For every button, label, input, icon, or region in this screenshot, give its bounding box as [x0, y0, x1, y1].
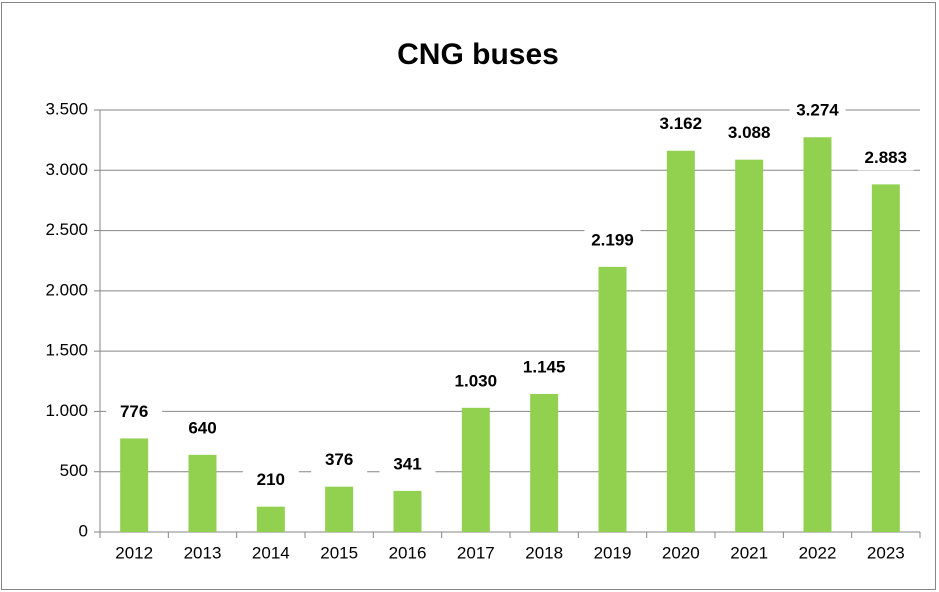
bar — [735, 159, 764, 533]
x-tick-label: 2021 — [730, 543, 768, 562]
data-label-bg — [584, 228, 641, 253]
bar — [393, 490, 422, 532]
chart-title: CNG buses — [397, 38, 559, 71]
y-tick-label: 1.000 — [45, 401, 88, 420]
data-label-bg — [857, 146, 914, 171]
y-tick-label: 2.500 — [45, 220, 88, 239]
bar — [461, 407, 490, 532]
y-tick-label: 2.000 — [45, 280, 88, 299]
y-tick-label: 3.500 — [45, 99, 88, 118]
data-label-bg — [174, 416, 231, 441]
data-label-bg — [106, 400, 163, 425]
x-tick-label: 2017 — [457, 543, 495, 562]
y-tick-label: 500 — [60, 461, 88, 480]
data-label: 776 — [120, 402, 148, 421]
bar — [256, 506, 285, 532]
x-tick-label: 2020 — [662, 543, 700, 562]
x-tick-label: 2013 — [184, 543, 222, 562]
data-label: 376 — [325, 450, 353, 469]
data-label: 3.088 — [728, 123, 771, 142]
data-label-bg — [789, 99, 846, 124]
x-tick-label: 2023 — [867, 543, 905, 562]
data-label: 3.274 — [796, 101, 839, 120]
bar — [871, 184, 900, 532]
x-tick-label: 2012 — [115, 543, 153, 562]
bar — [325, 486, 354, 532]
data-label-bg — [516, 355, 573, 380]
y-tick-label: 3.000 — [45, 160, 88, 179]
bar — [598, 266, 627, 532]
x-tick-label: 2018 — [525, 543, 563, 562]
data-label: 3.162 — [660, 114, 703, 133]
data-label: 2.883 — [865, 148, 908, 167]
data-label: 341 — [393, 454, 421, 473]
data-label-bg — [447, 369, 504, 394]
x-tick-label: 2019 — [594, 543, 632, 562]
bar — [530, 393, 559, 532]
bar — [188, 454, 217, 532]
x-tick-label: 2022 — [799, 543, 837, 562]
data-label-bg — [379, 452, 436, 477]
bar — [803, 137, 832, 532]
data-label-bg — [652, 112, 709, 137]
data-label: 2.199 — [591, 230, 634, 249]
y-tick-label: 0 — [79, 521, 88, 540]
data-label: 640 — [188, 418, 216, 437]
data-label-bg — [311, 448, 368, 473]
data-label: 210 — [257, 470, 285, 489]
bar — [666, 150, 695, 532]
y-tick-label: 1.500 — [45, 341, 88, 360]
x-tick-label: 2014 — [252, 543, 290, 562]
data-label-bg — [242, 468, 299, 493]
bar — [120, 438, 149, 532]
data-label-bg — [721, 121, 778, 146]
x-tick-label: 2016 — [389, 543, 427, 562]
x-tick-label: 2015 — [320, 543, 358, 562]
data-label: 1.145 — [523, 357, 566, 376]
data-label: 1.030 — [455, 371, 498, 390]
